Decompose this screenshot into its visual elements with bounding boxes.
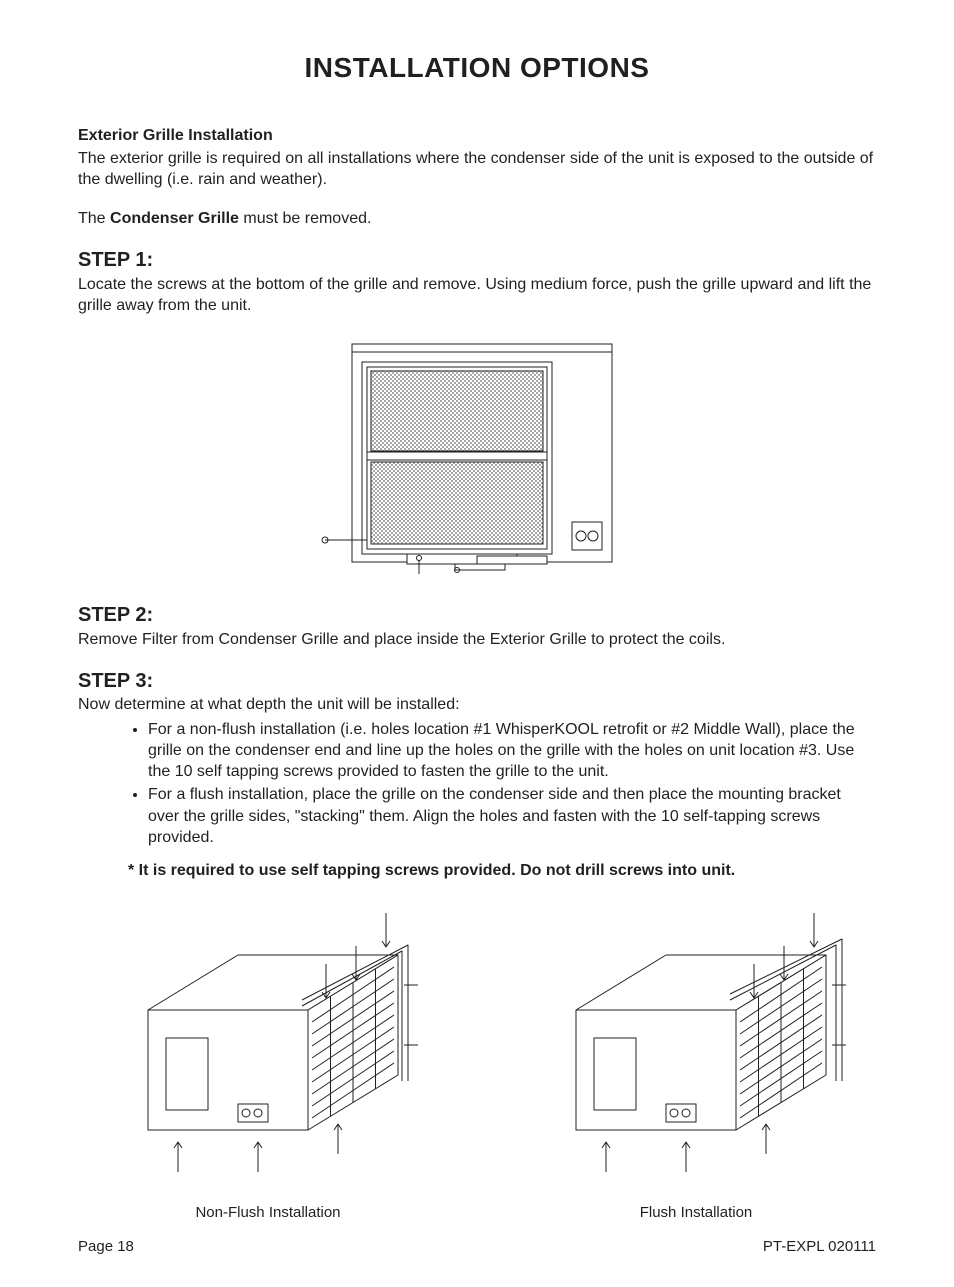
removal-bold: Condenser Grille [110,210,239,227]
step2-heading: STEP 2: [78,602,876,628]
caption-non-flush: Non-Flush Installation [118,1203,418,1223]
step3-bullets: For a non-flush installation (i.e. holes… [78,719,876,848]
removal-paragraph: The Condenser Grille must be removed. [78,208,876,229]
figure-front-unit [78,322,876,588]
footer-doc-id: PT-EXPL 020111 [763,1237,876,1257]
figure-non-flush: Non-Flush Installation [118,895,418,1223]
section-heading: Exterior Grille Installation [78,125,876,146]
screw-note: * It is required to use self tapping scr… [128,860,876,881]
caption-flush: Flush Installation [546,1203,846,1223]
bullet-item: For a non-flush installation (i.e. holes… [148,719,876,782]
figure-flush: Flush Installation [546,895,846,1223]
step3-heading: STEP 3: [78,668,876,694]
footer-page: Page 18 [78,1237,134,1257]
step1-body: Locate the screws at the bottom of the g… [78,274,876,316]
step3-body: Now determine at what depth the unit wil… [78,694,876,715]
removal-suffix: must be removed. [239,210,372,227]
intro-paragraph: The exterior grille is required on all i… [78,148,876,190]
removal-prefix: The [78,210,110,227]
step2-body: Remove Filter from Condenser Grille and … [78,629,876,650]
page-title: INSTALLATION OPTIONS [78,50,876,87]
step1-heading: STEP 1: [78,247,876,273]
bullet-item: For a flush installation, place the gril… [148,784,876,847]
